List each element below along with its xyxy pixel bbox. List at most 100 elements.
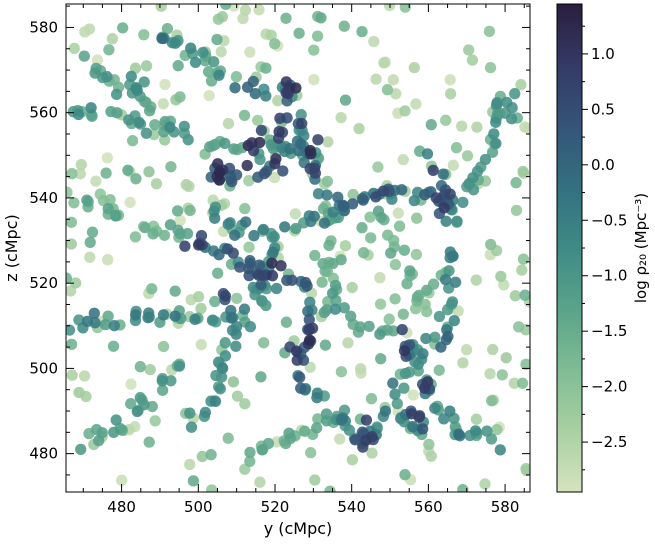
galaxy-point [322,136,334,148]
galaxy-point [195,338,207,351]
galaxy-point [366,447,378,459]
galaxy-point [164,121,176,133]
galaxy-point [230,328,242,340]
galaxy-point [255,124,268,137]
galaxy-point [143,166,155,178]
galaxy-point [296,117,308,130]
galaxy-point [159,134,171,146]
galaxy-point [70,277,82,289]
galaxy-point [256,444,268,456]
galaxy-point [185,421,198,433]
galaxy-point [295,138,307,150]
galaxy-point [157,309,170,321]
galaxy-point [101,152,114,164]
galaxy-point [111,107,123,119]
galaxy-point [144,363,156,376]
galaxy-point [166,37,179,49]
colorbar-tick-label: −1.5 [591,322,627,340]
galaxy-point [398,244,411,256]
galaxy-point [304,144,316,157]
galaxy-point [189,313,201,326]
galaxy-point [440,114,452,126]
galaxy-point [189,56,202,69]
galaxy-point [116,424,128,436]
galaxy-point [419,382,431,394]
galaxy-point [389,293,401,305]
galaxy-point [129,309,142,321]
galaxy-point [156,32,168,45]
galaxy-point [169,310,181,322]
galaxy-point [321,189,333,201]
galaxy-point [339,94,352,106]
galaxy-point [425,119,437,131]
galaxy-point [239,398,251,410]
galaxy-point [398,345,411,357]
galaxy-point [244,455,256,468]
galaxy-point [280,76,292,88]
galaxy-point [461,150,474,162]
galaxy-point [484,368,496,380]
galaxy-point [78,50,90,62]
galaxy-point [66,338,78,351]
galaxy-point [486,395,498,407]
galaxy-point [173,360,186,372]
galaxy-point [520,463,530,475]
galaxy-point [470,413,483,425]
galaxy-point [302,305,314,317]
galaxy-point [110,88,123,101]
galaxy-point [241,81,254,93]
galaxy-point [381,84,394,96]
galaxy-point [479,153,492,166]
galaxy-point [284,143,296,155]
galaxy-point [450,142,463,154]
galaxy-point [299,425,311,437]
galaxy-point [291,354,303,366]
galaxy-point [89,67,101,79]
galaxy-point [471,121,483,133]
plot-frame [65,3,531,493]
x-tick-label: 520 [261,498,290,516]
galaxy-point [316,276,328,288]
galaxy-point [329,303,342,315]
galaxy-point [312,188,325,200]
galaxy-point [222,218,234,230]
galaxy-point [365,232,377,244]
galaxy-point [438,413,450,425]
galaxy-point [339,240,352,252]
galaxy-point [356,25,368,38]
galaxy-point [231,390,244,402]
galaxy-point [429,331,441,343]
galaxy-point [349,434,361,446]
galaxy-point [408,61,420,74]
galaxy-point [303,324,315,336]
galaxy-point [491,98,503,110]
galaxy-point [490,137,502,150]
galaxy-point [66,272,73,284]
galaxy-point [239,202,251,215]
galaxy-point [275,260,287,272]
galaxy-point [146,283,158,295]
galaxy-point [74,168,86,180]
axis-ticks: 480 500 520 540 560 580 480 500 520 540 560 580 [29,4,530,516]
galaxy-point [308,44,320,56]
x-tick-label: 500 [184,498,213,516]
galaxy-point [88,307,100,319]
galaxy-point [338,200,350,212]
galaxy-point [267,246,279,258]
galaxy-point [496,369,508,381]
galaxy-point [410,248,423,261]
galaxy-point [433,310,446,323]
galaxy-point [375,353,387,365]
galaxy-point [311,422,323,434]
galaxy-point [510,204,523,217]
galaxy-point [398,382,410,394]
galaxy-point [229,82,241,94]
galaxy-point [444,74,456,86]
galaxy-point [165,161,177,173]
galaxy-point [456,120,468,132]
galaxy-point [334,433,346,445]
galaxy-point [421,284,433,296]
galaxy-point [244,257,256,270]
galaxy-point [460,344,473,356]
